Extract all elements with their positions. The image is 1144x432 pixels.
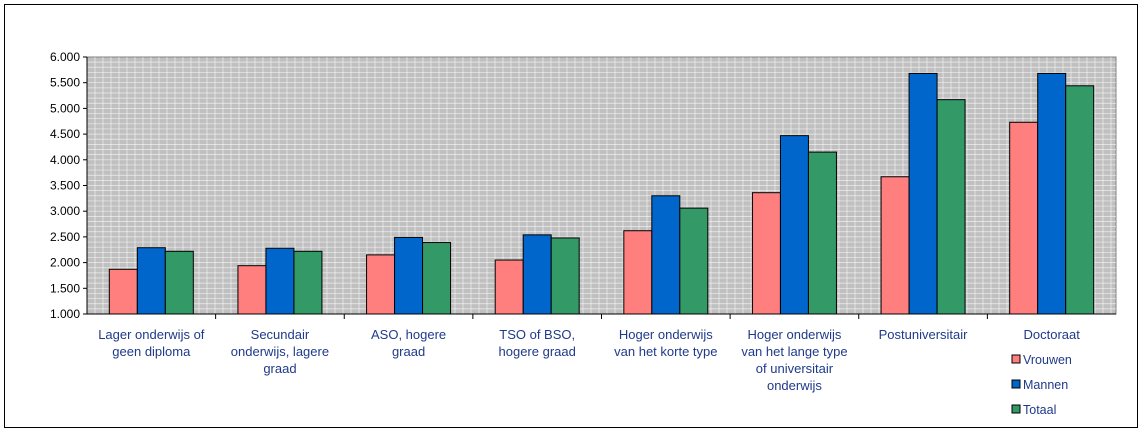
bar-mannen: [1037, 72, 1067, 315]
y-tick-label: 2.000: [50, 256, 80, 270]
y-tick-label: 3.000: [50, 204, 80, 218]
bar-totaal: [550, 237, 580, 315]
bar-vrouwen: [751, 192, 781, 315]
bar-vrouwen: [366, 254, 396, 315]
bar-vrouwen: [623, 230, 653, 315]
y-tick-label: 6.000: [50, 50, 80, 64]
bar-vrouwen: [494, 259, 524, 315]
bar-mannen: [522, 234, 552, 315]
x-tick-label: ASO, hogere graad: [371, 327, 446, 359]
y-tick-label: 1.000: [50, 307, 80, 321]
bar-totaal: [679, 207, 709, 315]
x-tick-label: Doctoraat: [1024, 327, 1081, 342]
x-tick-label: Secundair onderwijs, lagere graad: [231, 327, 329, 376]
bar-mannen: [265, 247, 295, 315]
bar-totaal: [936, 99, 966, 315]
bar-vrouwen: [1009, 121, 1039, 315]
legend-label: Mannen: [1023, 378, 1068, 392]
legend-swatch: [1011, 354, 1021, 364]
bar-totaal: [293, 250, 323, 315]
bar-vrouwen: [237, 265, 267, 315]
bar-mannen: [779, 135, 809, 315]
y-tick-label: 4.000: [50, 153, 80, 167]
y-tick-label: 5.500: [50, 76, 80, 90]
bar-mannen: [136, 247, 166, 315]
bar-mannen: [651, 195, 681, 315]
bar-mannen: [394, 236, 424, 315]
y-tick-label: 3.500: [50, 179, 80, 193]
bar-totaal: [422, 242, 452, 315]
bar-totaal: [807, 151, 837, 315]
bar-vrouwen: [880, 176, 910, 315]
y-tick-label: 2.500: [50, 230, 80, 244]
legend-swatch: [1011, 404, 1021, 414]
legend-label: Totaal: [1023, 403, 1056, 417]
legend-label: Vrouwen: [1023, 353, 1072, 367]
y-tick-label: 5.000: [50, 101, 80, 115]
legend-swatch: [1011, 379, 1021, 389]
x-tick-label: Postuniversitair: [879, 327, 969, 342]
y-tick-label: 1.500: [50, 281, 80, 295]
x-tick-label: Hoger onderwijs van het lange type of univ…: [741, 327, 847, 393]
x-tick-label: Hoger onderwijs van het korte type: [614, 327, 717, 359]
bar-totaal: [164, 250, 194, 315]
bar-vrouwen: [108, 268, 138, 315]
x-tick-label: TSO of BSO, hogere graad: [499, 327, 576, 359]
x-tick-label: Lager onderwijs of geen diploma: [98, 327, 205, 359]
bar-mannen: [908, 72, 938, 315]
bar-totaal: [1065, 85, 1095, 315]
y-tick-label: 4.500: [50, 127, 80, 141]
